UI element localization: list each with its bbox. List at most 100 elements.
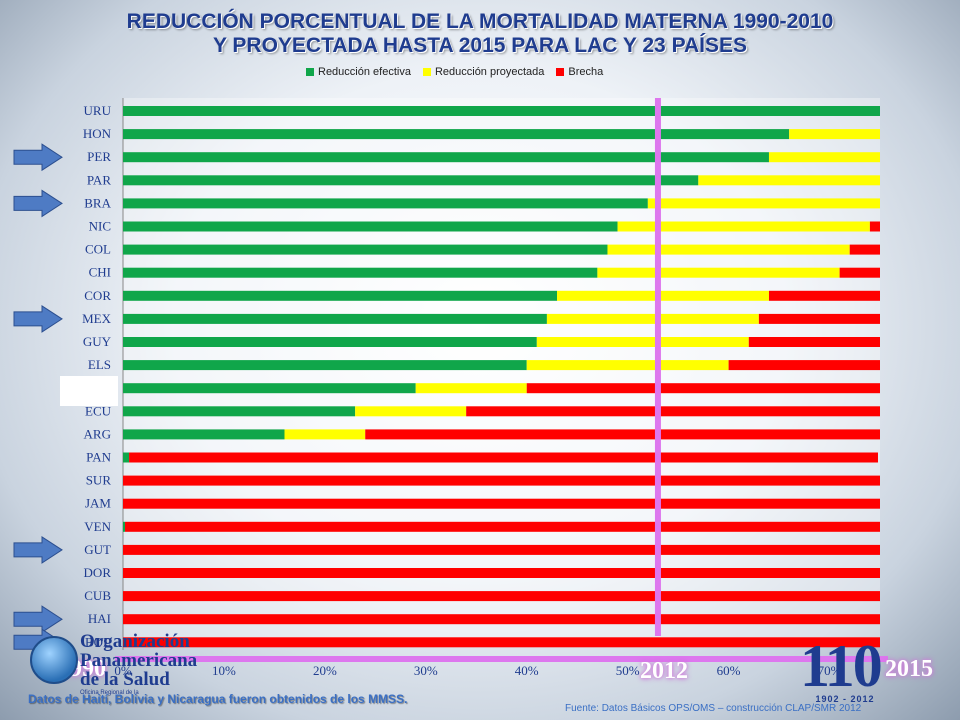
bar-pan-s2 xyxy=(129,452,878,463)
bar-gut-s2 xyxy=(123,544,880,555)
y-tick-label: GUY xyxy=(83,334,112,349)
y-tick-label: CHI xyxy=(89,265,111,280)
y-tick-label: PAR xyxy=(87,172,111,187)
globe-icon xyxy=(30,636,78,684)
bar-els-s1 xyxy=(526,360,729,371)
source-note: Fuente: Datos Básicos OPS/OMS – construc… xyxy=(565,703,862,714)
bar-arg-s1 xyxy=(284,429,366,440)
y-tick-label: HAI xyxy=(88,611,111,626)
arrow-marker-icon xyxy=(13,143,63,172)
timeline-bar xyxy=(115,656,888,662)
logo-line2: Panamericana xyxy=(80,650,198,671)
bar-cub-s2 xyxy=(123,591,880,602)
bar-col-s1 xyxy=(607,244,850,255)
y-tick-label: PER xyxy=(87,149,111,164)
x-tick-label: 0% xyxy=(114,663,132,678)
bar-arg-s2 xyxy=(365,429,880,440)
y-tick-label: PAN xyxy=(86,450,111,465)
x-tick-label: 50% xyxy=(616,663,640,678)
bar-col-s2 xyxy=(849,244,880,255)
reference-line-2012 xyxy=(654,98,661,636)
bar-jam-s2 xyxy=(123,498,880,509)
badge-number: 110 xyxy=(800,633,883,699)
paho-logo: Organización Panamericana de la Salud Of… xyxy=(30,632,245,710)
bar-per-s1 xyxy=(768,152,880,163)
bar-pan-s0 xyxy=(123,452,130,463)
y-tick-label: ARG xyxy=(84,426,111,441)
bar-hon-s1 xyxy=(789,129,880,140)
logo-line1: Organización xyxy=(80,631,190,652)
y-tick-label: COL xyxy=(85,242,111,257)
y-tick-label: HON xyxy=(83,126,112,141)
y-tick-label: VEN xyxy=(84,519,111,534)
bar-chi-s0 xyxy=(123,267,598,278)
bar-mex-s2 xyxy=(758,313,880,324)
bar-nic-s1 xyxy=(617,221,870,232)
bar-guy-s2 xyxy=(748,337,880,347)
bar-uru-s0 xyxy=(123,106,880,116)
bar-per-s0 xyxy=(123,152,769,163)
y-tick-label: COR xyxy=(84,288,111,303)
year-marker-label: 2012 xyxy=(640,658,688,684)
bar-ecu-s2 xyxy=(466,406,880,417)
chart-title: REDUCCIÓN PORCENTUAL DE LA MORTALIDAD MA… xyxy=(0,10,960,58)
x-tick-label: 60% xyxy=(717,663,741,678)
legend-label-effective: Reducción efectiva xyxy=(318,66,411,78)
bar-dor-s2 xyxy=(123,568,880,578)
bar-ecu-s1 xyxy=(355,406,467,417)
bar-bra-s1 xyxy=(647,198,880,209)
logo-text: Organización Panamericana de la Salud xyxy=(80,632,197,689)
y-tick-label: ELS xyxy=(88,357,111,372)
legend-item-gap: Brecha xyxy=(556,66,603,78)
bar-arg-s0 xyxy=(123,429,285,440)
bar-mex-s1 xyxy=(546,313,759,324)
bar-guy-s1 xyxy=(536,337,749,347)
bar-col-s0 xyxy=(123,244,608,255)
legend-label-projected: Reducción proyectada xyxy=(434,66,545,78)
legend-item-projected: Reducción proyectada xyxy=(422,66,545,78)
x-tick-label: 20% xyxy=(313,663,337,678)
y-tick-label: ECU xyxy=(85,403,112,418)
data-note: Datos de Haití, Bolivia y Nicaragua fuer… xyxy=(28,692,408,706)
anniversary-badge: 110 1902 - 2012 xyxy=(800,633,890,708)
legend: Reducción efectiva Reducción proyectada … xyxy=(306,64,603,80)
bar-nic-s0 xyxy=(123,221,618,232)
bar-bol-s2 xyxy=(123,637,880,648)
bar-par-s1 xyxy=(698,175,880,186)
bar-bra-s0 xyxy=(123,198,648,209)
chart-title-line1: REDUCCIÓN PORCENTUAL DE LA MORTALIDAD MA… xyxy=(126,10,834,33)
x-tick-label: 30% xyxy=(414,663,438,678)
y-tick-label: BOL xyxy=(85,634,111,649)
y-tick-label: CUB xyxy=(84,588,111,603)
bar-mex-s0 xyxy=(123,313,547,324)
y-tick-label: MEX xyxy=(82,311,112,326)
arrow-marker-icon xyxy=(13,605,63,634)
bar-guy-s0 xyxy=(123,337,537,347)
bar-hon-s0 xyxy=(123,129,790,140)
bar-par-s0 xyxy=(123,175,699,186)
y-tick-label: DOR xyxy=(84,565,112,580)
bar-blank-s2 xyxy=(526,383,880,394)
y-tick-label: NIC xyxy=(89,219,111,234)
bar-els-s2 xyxy=(728,360,880,371)
legend-swatch-gap xyxy=(556,68,565,76)
bar-cor-s2 xyxy=(768,290,880,301)
bar-blank-s0 xyxy=(123,383,416,394)
logo-line3: de la Salud xyxy=(80,669,170,690)
bar-nic-s2 xyxy=(869,221,880,232)
year-end-label: 2015 xyxy=(885,656,933,682)
bar-chi-s2 xyxy=(839,267,880,278)
bar-hai-s2 xyxy=(123,614,880,625)
blank-label-box xyxy=(60,376,118,406)
legend-item-effective: Reducción efectiva xyxy=(306,66,411,78)
y-tick-label: JAM xyxy=(85,496,111,511)
bar-chi-s1 xyxy=(597,267,840,278)
arrow-marker-icon xyxy=(13,535,63,564)
legend-swatch-effective xyxy=(306,68,314,76)
y-tick-label: SUR xyxy=(86,473,112,488)
x-tick-label: 70% xyxy=(818,663,842,678)
chart-title-line2: Y PROYECTADA HASTA 2015 PARA LAC Y 23 PA… xyxy=(212,34,748,57)
bar-ven-s2 xyxy=(125,521,880,532)
arrow-marker-icon xyxy=(13,304,63,333)
